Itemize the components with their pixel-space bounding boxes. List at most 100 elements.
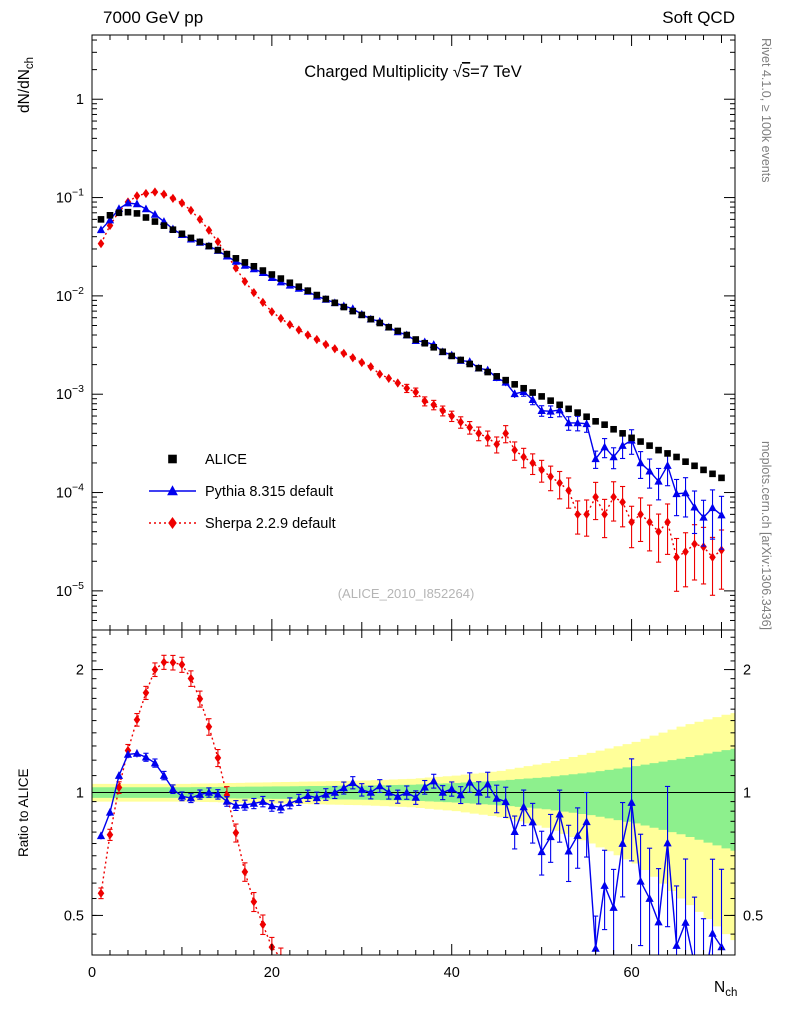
legend-entry: ALICE xyxy=(168,452,247,468)
series-pythia xyxy=(96,198,726,550)
legend-label: ALICE xyxy=(205,452,247,468)
y-tick-label: 10−5 xyxy=(56,580,84,600)
diamond-marker xyxy=(385,373,393,383)
series-pythia-ratio xyxy=(96,748,726,955)
diamond-marker xyxy=(106,220,114,231)
square-marker xyxy=(430,343,438,351)
plot-title: Charged Multiplicity √s=7 TeV xyxy=(304,63,521,81)
diamond-marker xyxy=(259,297,267,307)
triangle-marker xyxy=(321,789,330,798)
diamond-marker xyxy=(286,320,294,330)
triangle-marker xyxy=(456,790,465,799)
square-marker xyxy=(169,226,177,234)
y-tick-label: 10−4 xyxy=(56,482,84,502)
diamond-marker xyxy=(556,478,563,488)
triangle-marker xyxy=(348,778,357,786)
diamond-marker xyxy=(628,517,635,527)
triangle-marker xyxy=(384,788,393,796)
diamond-marker xyxy=(160,657,168,667)
triangle-marker xyxy=(249,799,258,807)
triangle-marker xyxy=(645,894,654,902)
diamond-marker xyxy=(160,189,168,199)
diamond-marker xyxy=(709,552,716,562)
triangle-marker xyxy=(591,454,600,463)
diamond-marker xyxy=(97,888,105,898)
square-marker xyxy=(601,421,608,428)
square-marker xyxy=(151,218,159,225)
triangle-marker xyxy=(474,788,483,796)
square-marker xyxy=(160,222,168,229)
triangle-marker xyxy=(114,771,124,779)
diamond-marker xyxy=(151,187,159,197)
triangle-marker xyxy=(708,503,717,512)
triangle-marker xyxy=(96,225,106,234)
triangle-marker xyxy=(510,389,519,398)
triangle-marker xyxy=(618,441,627,449)
diamond-marker xyxy=(664,517,671,527)
diamond-marker xyxy=(169,193,177,204)
square-marker xyxy=(502,376,509,384)
triangle-marker xyxy=(537,847,546,856)
triangle-marker xyxy=(366,788,375,796)
diamond-marker xyxy=(313,334,321,345)
triangle-marker xyxy=(303,791,312,799)
triangle-marker xyxy=(501,797,510,805)
series-line xyxy=(100,752,723,955)
square-marker xyxy=(358,311,366,319)
triangle-marker xyxy=(132,748,142,757)
square-marker xyxy=(349,307,357,315)
square-marker xyxy=(565,405,572,413)
diamond-marker xyxy=(97,239,105,249)
square-marker xyxy=(376,319,384,327)
triangle-marker xyxy=(636,876,645,885)
main-panel-frame xyxy=(91,34,736,631)
diamond-marker xyxy=(592,492,599,502)
y-tick-label: 10−3 xyxy=(56,383,84,403)
square-marker xyxy=(223,250,231,258)
triangle-marker xyxy=(195,790,205,798)
square-marker xyxy=(412,336,420,343)
analysis-watermark: (ALICE_2010_I852264) xyxy=(338,586,475,601)
legend-label: Sherpa 2.2.9 default xyxy=(205,516,336,532)
square-marker xyxy=(331,299,339,307)
triangle-marker xyxy=(654,476,663,485)
diamond-marker xyxy=(340,348,348,359)
error-bars xyxy=(100,202,725,550)
triangle-marker xyxy=(546,406,555,415)
diamond-marker xyxy=(637,509,644,519)
diamond-marker xyxy=(655,527,662,537)
yellow-band xyxy=(92,713,735,941)
diamond-marker xyxy=(538,465,545,475)
triangle-marker xyxy=(312,793,321,802)
diamond-marker xyxy=(232,263,240,273)
triangle-marker xyxy=(123,749,133,758)
diamond-marker xyxy=(421,396,429,406)
diamond-marker xyxy=(277,313,285,324)
square-marker xyxy=(619,430,626,437)
triangle-marker xyxy=(240,800,250,809)
diamond-marker xyxy=(232,828,240,838)
ratio-tick-label-right: 0.5 xyxy=(743,908,763,924)
triangle-marker xyxy=(654,917,663,926)
series-alice xyxy=(97,208,725,482)
triangle-marker xyxy=(564,846,573,855)
square-marker xyxy=(205,242,213,250)
triangle-marker xyxy=(438,788,447,796)
triangle-marker xyxy=(339,783,348,792)
triangle-marker xyxy=(717,510,726,519)
ratio-tick-label-left: 2 xyxy=(76,663,84,679)
diamond-marker xyxy=(457,417,465,427)
triangle-marker xyxy=(672,489,681,498)
triangle-marker xyxy=(330,788,339,796)
square-marker xyxy=(547,397,554,404)
triangle-marker xyxy=(186,793,196,802)
triangle-marker xyxy=(681,917,690,926)
square-marker xyxy=(610,425,617,433)
triangle-marker xyxy=(105,807,115,816)
diamond-marker xyxy=(133,715,141,725)
legend-entry: Pythia 8.315 default xyxy=(149,484,333,500)
triangle-marker xyxy=(150,758,160,767)
square-marker xyxy=(529,389,536,396)
diamond-marker xyxy=(475,428,482,438)
